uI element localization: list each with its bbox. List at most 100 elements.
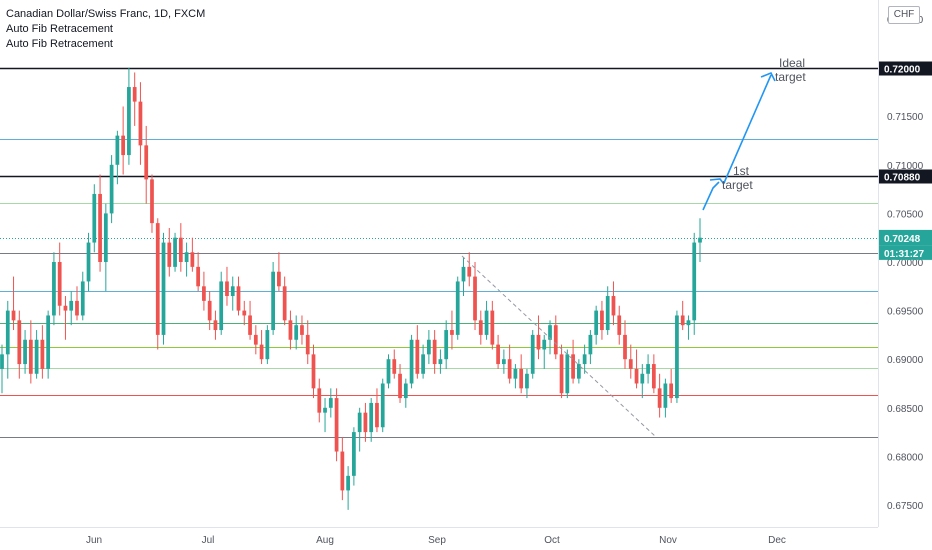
candle-body: [173, 237, 177, 267]
y-tick-label: 0.71000: [887, 161, 924, 172]
candle-body: [415, 339, 420, 374]
candle-body: [698, 237, 702, 243]
candle-body: [657, 388, 662, 408]
candle-body: [675, 315, 679, 399]
candle-body: [144, 145, 149, 180]
candle-body: [634, 368, 639, 384]
candle-body: [409, 339, 414, 384]
candle-body: [317, 388, 322, 413]
candle-body: [398, 373, 402, 399]
level-price-label: 0.70880: [884, 173, 921, 184]
candle-body: [103, 213, 108, 262]
ideal-target-label-2: target: [775, 70, 806, 84]
candle-body: [248, 315, 252, 335]
candle-body: [455, 281, 460, 335]
ideal-target-label: Ideal: [779, 56, 805, 70]
candle-body: [490, 310, 495, 345]
candle-body: [202, 286, 206, 301]
x-tick-label: Sep: [428, 535, 446, 546]
candle-body: [98, 193, 102, 262]
candle-body: [207, 300, 212, 321]
first-target-label-2: target: [722, 178, 753, 192]
candle-body: [323, 407, 327, 413]
candle-body: [571, 354, 575, 379]
candle-body: [328, 398, 333, 408]
candle-body: [369, 402, 374, 433]
candle-body: [386, 359, 391, 384]
candle-body: [501, 359, 506, 365]
candle-body: [57, 262, 62, 306]
trend-line: [461, 255, 657, 438]
y-tick-label: 0.68000: [887, 452, 924, 463]
ideal-target-arrowhead: [760, 71, 776, 82]
x-tick-label: Jun: [86, 535, 102, 546]
candle-body: [346, 475, 350, 491]
candle-body: [259, 344, 264, 360]
candle-body: [230, 286, 235, 297]
level-label-bg: [879, 169, 932, 184]
candle-body: [444, 330, 449, 360]
candle-body: [63, 305, 68, 311]
candle-body: [121, 135, 126, 156]
candle-body: [352, 432, 356, 476]
indicator-fib-1[interactable]: Auto Fib Retracement: [6, 23, 113, 35]
candle-body: [507, 359, 512, 379]
candle-body: [311, 354, 316, 389]
candle-body: [52, 262, 56, 316]
first-target-label: 1st: [733, 164, 750, 178]
candle-body: [23, 339, 27, 365]
candle-body: [334, 398, 339, 452]
y-tick-label: 0.71500: [887, 112, 924, 123]
countdown-bg: [879, 245, 932, 260]
x-tick-label: Aug: [316, 535, 334, 546]
x-tick-label: Jul: [202, 535, 215, 546]
candle-body: [196, 266, 201, 287]
x-tick-label: Dec: [768, 535, 786, 546]
candle-body: [438, 359, 443, 365]
candle-body: [473, 276, 477, 321]
candle-body: [277, 271, 281, 287]
y-tick-label: 0.67500: [887, 501, 924, 512]
y-tick-label: 0.69500: [887, 307, 924, 318]
candle-body: [300, 325, 304, 335]
indicator-fib-2[interactable]: Auto Fib Retracement: [6, 38, 113, 50]
candle-body: [167, 242, 172, 267]
candle-body: [34, 339, 39, 374]
candle-body: [46, 315, 51, 369]
countdown-label: 01:31:27: [884, 249, 924, 260]
candle-body: [271, 271, 275, 331]
candle-body: [594, 310, 599, 335]
candle-body: [686, 320, 691, 326]
candle-body: [427, 339, 431, 355]
candle-body: [548, 325, 552, 340]
candle-body: [513, 368, 518, 379]
currency-button[interactable]: CHF: [888, 6, 920, 24]
candle-body: [357, 412, 362, 433]
candle-body: [86, 242, 91, 282]
candle-body: [155, 223, 160, 335]
candle-body: [288, 320, 293, 340]
candle-body: [605, 296, 610, 331]
level-label-bg: [879, 61, 932, 76]
candle-body: [646, 364, 650, 374]
candle-body: [553, 325, 558, 355]
candle-body: [69, 300, 74, 311]
candle-body: [213, 320, 218, 331]
candle-body: [380, 383, 385, 428]
candle-body: [542, 339, 547, 350]
candle-body: [340, 451, 345, 491]
candle-body: [132, 87, 137, 102]
candle-body: [92, 193, 97, 243]
candle-body: [611, 296, 616, 316]
price-axis[interactable]: [878, 0, 932, 550]
candle-body: [242, 310, 247, 316]
candle-body: [219, 281, 224, 331]
candle-body: [294, 325, 299, 340]
candle-body: [559, 354, 564, 394]
candle-body: [265, 330, 270, 360]
symbol-title: Canadian Dollar/Swiss Franc, 1D, FXCM: [6, 8, 206, 20]
candle-body: [692, 242, 697, 321]
candle-body: [467, 266, 472, 277]
x-tick-label: Oct: [544, 535, 560, 546]
